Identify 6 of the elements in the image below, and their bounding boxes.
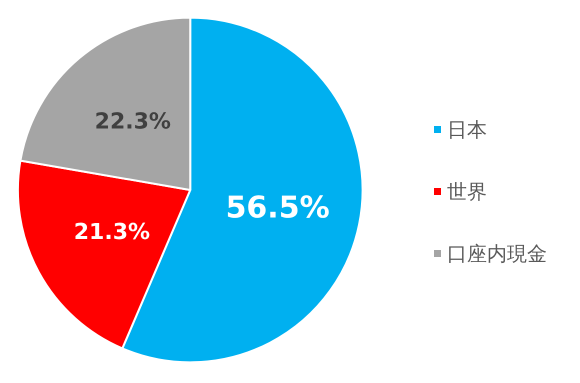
data-label: 22.3% — [94, 109, 171, 134]
legend-label: 口座内現金 — [447, 242, 547, 266]
data-label: 21.3% — [74, 220, 150, 246]
data-label: 56.5% — [226, 190, 330, 226]
legend-label: 世界 — [447, 180, 487, 204]
legend-label: 日本 — [447, 118, 487, 142]
